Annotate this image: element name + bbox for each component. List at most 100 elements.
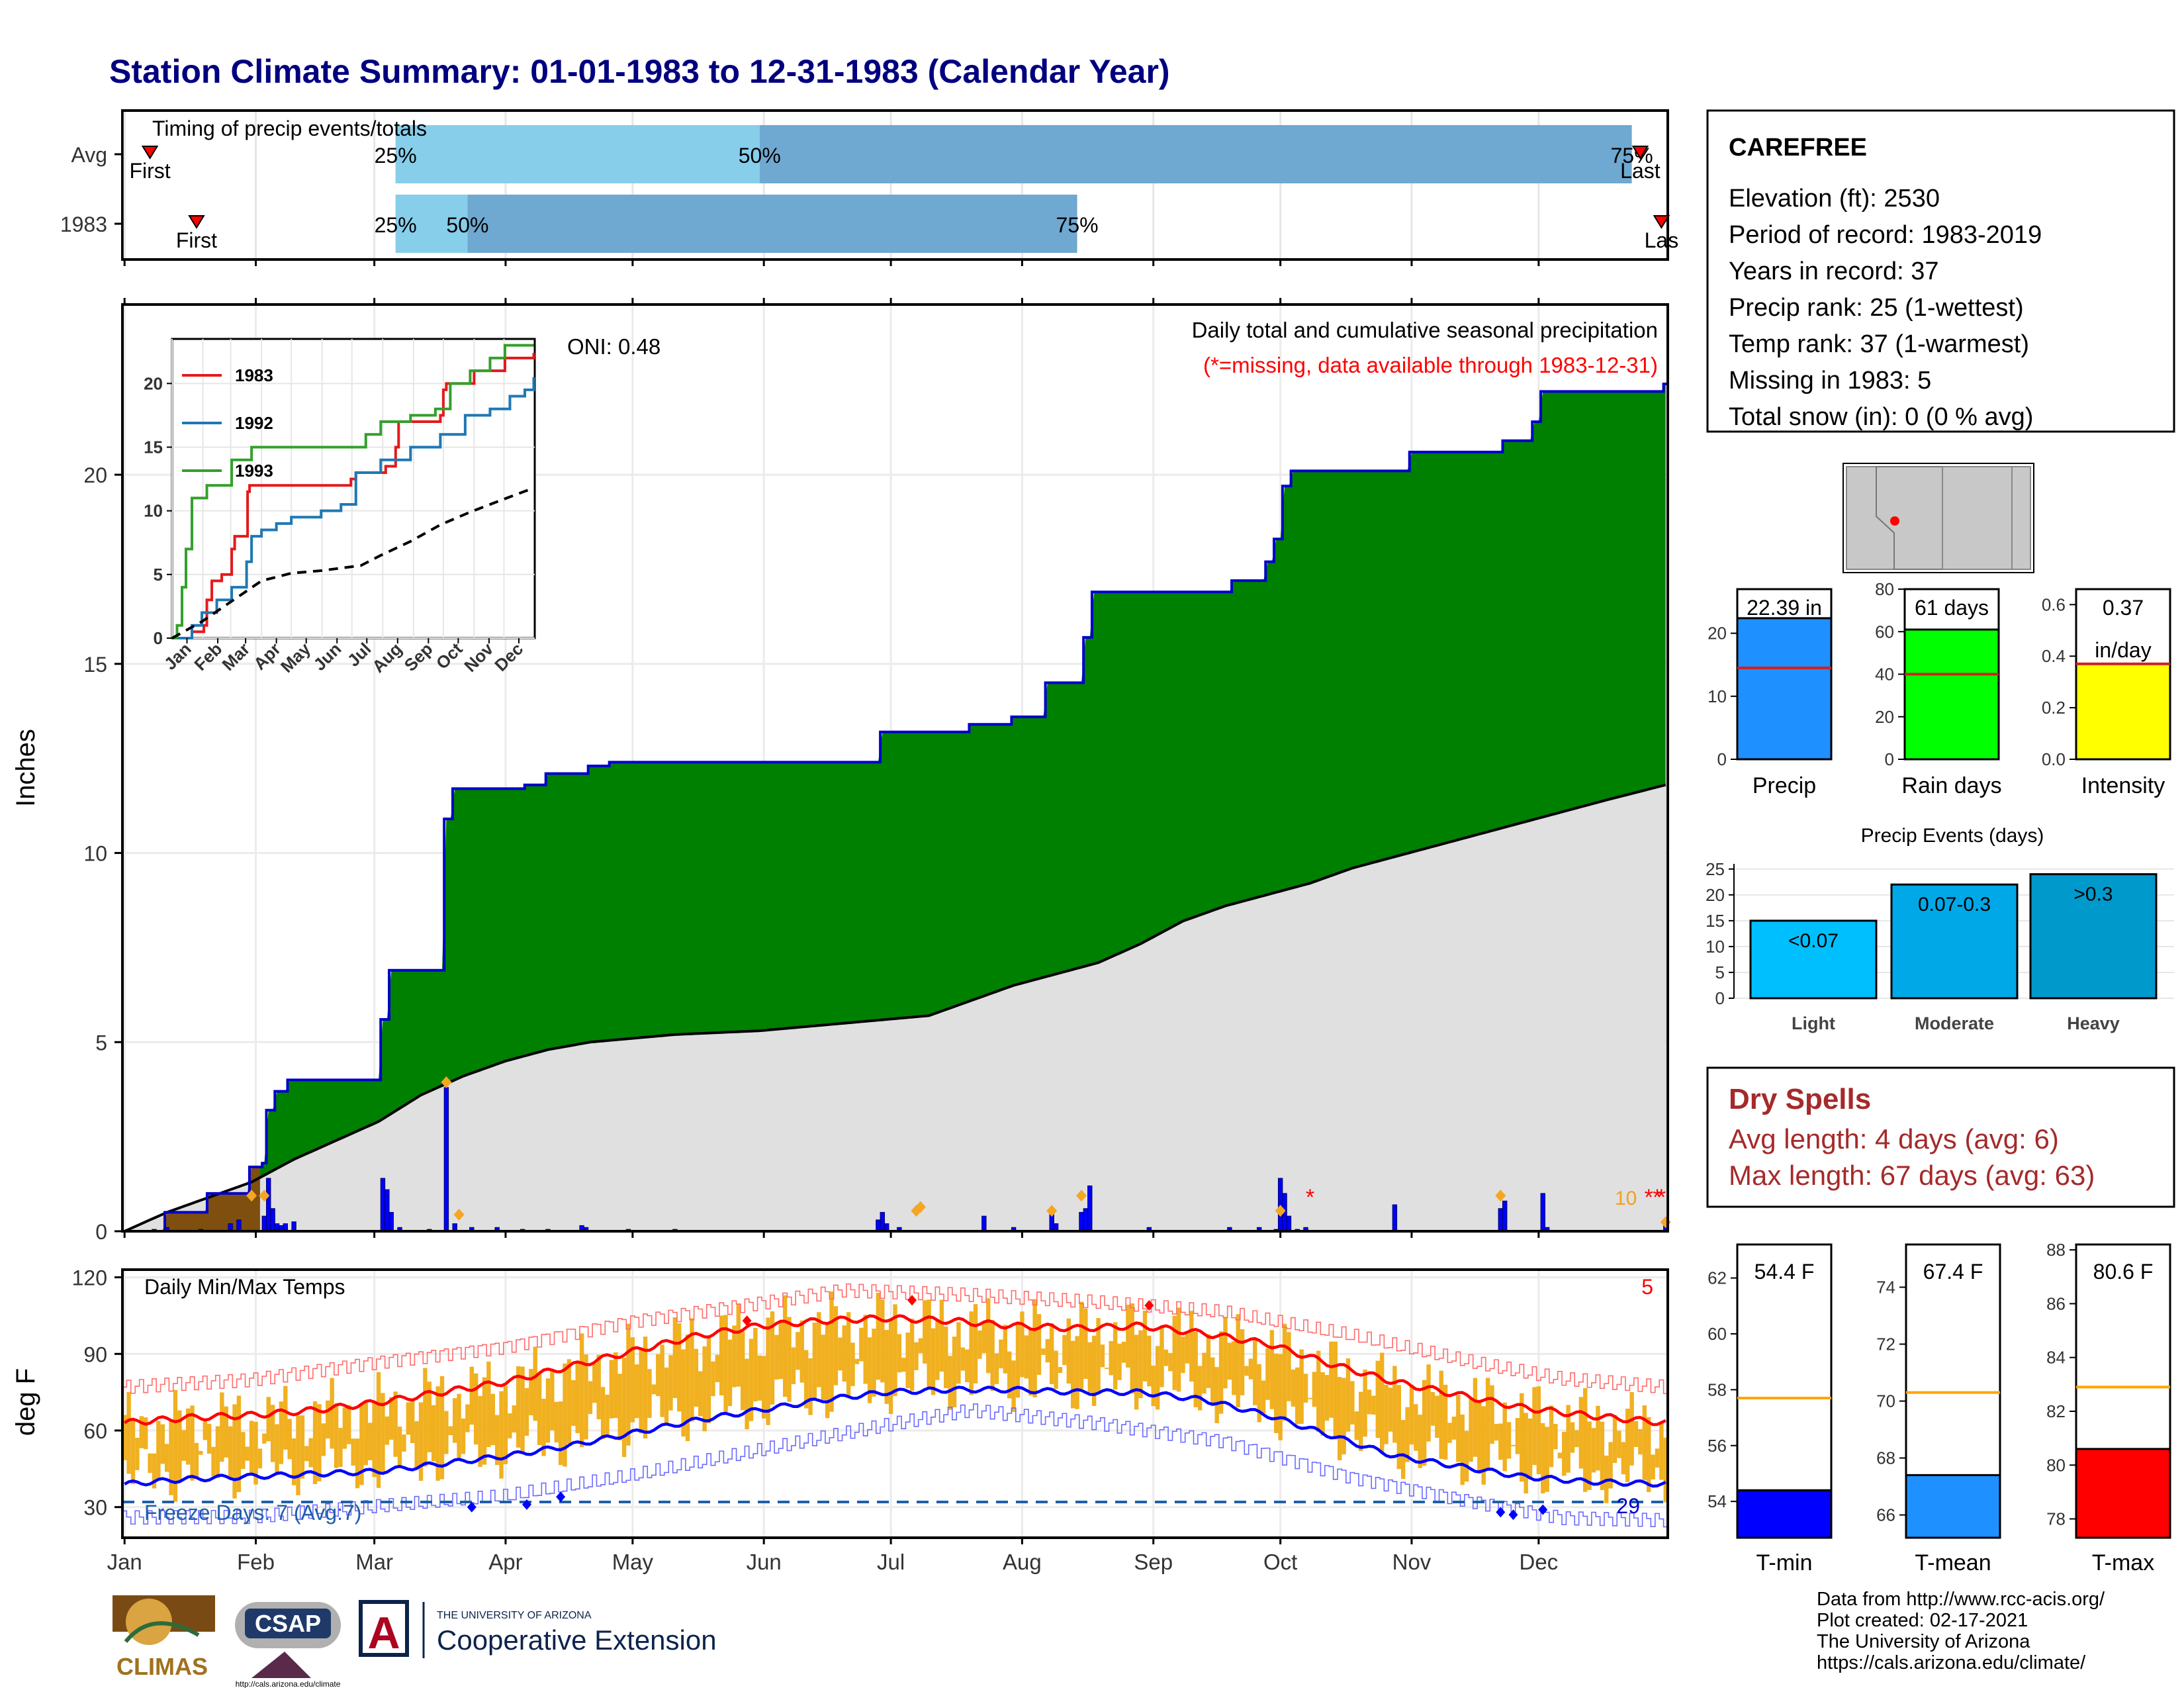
daily-temp-bar-200 (969, 1311, 974, 1395)
daily-temp-bar-268 (1257, 1364, 1261, 1423)
precip-events-chart: Precip Events (days) 0 5 10 15 20 25 <0.07 Ligh… (1706, 825, 2174, 1033)
precip-ytick-label-10: 10 (83, 842, 107, 866)
temp-lines (122, 1283, 1668, 1528)
footer-line-0: Data from http://www.rcc-acis.org/ (1817, 1589, 2105, 1610)
daily-temp-bar-156 (782, 1295, 788, 1397)
daily-temp-bar-205 (990, 1320, 995, 1391)
record-high-marker-0 (742, 1315, 752, 1327)
daily-precip-bar-5 (261, 1215, 267, 1232)
daily-temp-bar-262 (1232, 1341, 1236, 1395)
daily-temp-bar-344 (1578, 1397, 1584, 1469)
daily-temp-bar-111 (592, 1363, 597, 1403)
daily-temp-bar-3 (135, 1438, 140, 1470)
daily-temp-bar-86 (486, 1361, 491, 1448)
climas-logo-sun (126, 1599, 172, 1645)
freeze-count-label: 29 (1616, 1494, 1640, 1518)
daily-temp-bar-303 (1405, 1407, 1410, 1462)
gauge-tick-label-rain-days-0: 0 (1885, 749, 1894, 769)
daily-temp-bar-306 (1418, 1415, 1422, 1468)
temp-gauge-tick-label-t-mean-66: 66 (1876, 1505, 1895, 1525)
daily-temp-bar-259 (1218, 1331, 1224, 1414)
daily-temp-bar-8 (156, 1421, 161, 1479)
daily-temp-bar-70 (418, 1402, 424, 1481)
daily-temp-bar-267 (1253, 1340, 1257, 1405)
daily-temp-bar-58 (368, 1423, 373, 1460)
daily-temp-bar-131 (677, 1323, 682, 1412)
ua-shield (359, 1600, 409, 1657)
footer-line-1: Plot created: 02-17-2021 (1817, 1610, 2028, 1631)
missing-data-mark-3: * (1657, 1185, 1666, 1210)
csap-label-bg (245, 1609, 331, 1638)
month-label-may: May (612, 1550, 654, 1574)
inset-line-1993 (172, 344, 534, 639)
inset-ytick-label-15: 15 (144, 437, 163, 457)
daily-temp-bar-193 (939, 1299, 944, 1372)
timing-q25-label-0: 25% (375, 144, 417, 167)
month-label-oct: Oct (1263, 1550, 1297, 1574)
temp-gauge-label-t-min: T-min (1756, 1550, 1813, 1575)
daily-temp-bar-257 (1210, 1357, 1215, 1406)
daily-temp-bar-149 (753, 1328, 758, 1402)
daily-temp-bar-83 (473, 1373, 478, 1445)
daily-temp-bar-220 (1054, 1350, 1058, 1389)
record-high-marker-1 (907, 1295, 917, 1306)
daily-temp-bar-235 (1117, 1343, 1122, 1380)
daily-temp-bar-232 (1105, 1368, 1109, 1370)
missing-data-mark-0: * (1306, 1185, 1314, 1210)
daily-temp-bar-171 (846, 1312, 851, 1395)
daily-temp-bar-291 (1354, 1411, 1359, 1440)
daily-precip-bar-17 (443, 1087, 449, 1232)
daily-temp-bar-362 (1655, 1448, 1660, 1468)
daily-temp-bar-356 (1629, 1391, 1634, 1466)
daily-temp-bar-184 (901, 1358, 906, 1372)
avg-min-line (124, 1385, 1666, 1488)
daily-temp-bar-204 (986, 1298, 991, 1374)
daily-temp-bar-119 (626, 1323, 631, 1446)
daily-temp-bar-104 (563, 1363, 567, 1467)
daily-temp-bar-34 (266, 1397, 271, 1442)
daily-temp-bar-19 (203, 1421, 207, 1440)
footer: CLIMAS CSAP http://cals.arizona.edu/clim… (113, 1589, 2105, 1688)
daily-temp-bar-340 (1562, 1431, 1567, 1476)
daily-temp-bar-168 (833, 1306, 839, 1385)
daily-temp-bar-305 (1414, 1404, 1418, 1451)
daily-temp-bar-330 (1520, 1393, 1524, 1482)
daily-temp-bar-41 (296, 1415, 300, 1495)
daily-temp-bar-25 (228, 1426, 233, 1478)
daily-temp-bar-352 (1612, 1415, 1617, 1464)
daily-temp-bar-118 (621, 1357, 627, 1458)
daily-temp-bar-145 (736, 1304, 741, 1387)
annual-gauges: 22.39 in 0 10 20 Precip 61 days 0 20 40 60 80 Rain … (1707, 579, 2171, 798)
daily-temp-bar-50 (334, 1405, 339, 1468)
inset-line-1992 (172, 377, 535, 639)
station-location-dot (1890, 516, 1899, 526)
daily-temp-bar-5 (143, 1417, 148, 1450)
daily-temp-bar-358 (1638, 1429, 1643, 1455)
temp-gauge-tick-label-t-max-86: 86 (2046, 1293, 2066, 1313)
daily-temp-bar-69 (414, 1421, 419, 1470)
daily-temp-bar-7 (152, 1453, 157, 1489)
daily-temp-bar-164 (817, 1312, 821, 1387)
daily-temp-bar-161 (803, 1350, 809, 1409)
timing-bar-q25-q50-1 (395, 195, 468, 253)
daily-temp-bar-78 (452, 1398, 457, 1443)
daily-temp-bar-273 (1278, 1354, 1283, 1440)
daily-temp-bar-258 (1214, 1367, 1219, 1423)
oni-label: ONI: 0.48 (567, 334, 660, 359)
daily-temp-bar-271 (1269, 1330, 1275, 1409)
daily-temp-bar-292 (1358, 1391, 1363, 1451)
daily-temp-bar-361 (1651, 1454, 1655, 1479)
temp-gauge-tick-label-t-max-88: 88 (2046, 1240, 2066, 1260)
daily-temp-bar-244 (1155, 1346, 1160, 1410)
csap-logo: CSAP http://cals.arizona.edu/climate (235, 1602, 341, 1688)
daily-temp-bar-28 (241, 1432, 246, 1470)
daily-temp-bar-62 (385, 1416, 390, 1445)
daily-temp-bar-68 (410, 1399, 415, 1444)
daily-temp-bar-57 (363, 1402, 369, 1466)
gauge-tick-label-precip-20: 20 (1707, 624, 1727, 643)
temp-gauge-label-t-mean: T-mean (1915, 1550, 1991, 1575)
month-label-nov: Nov (1392, 1550, 1432, 1574)
footer-line-2: The University of Arizona (1817, 1631, 2030, 1652)
daily-temp-bar-165 (821, 1335, 825, 1401)
